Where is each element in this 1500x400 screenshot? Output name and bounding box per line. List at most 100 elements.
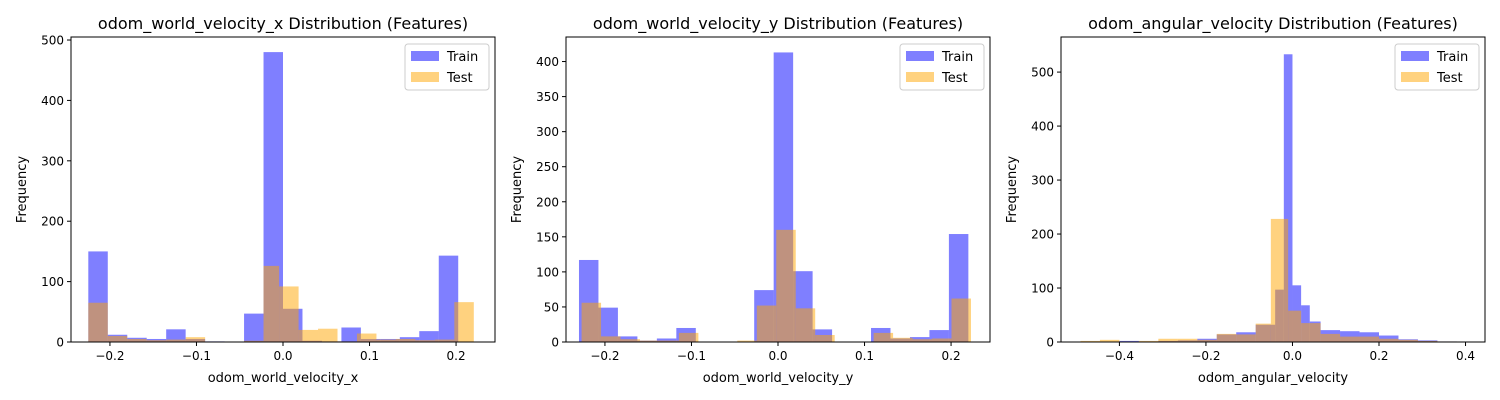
axes-frame [1060,36,1486,343]
histogram-bar [166,329,186,342]
histogram-bar [620,339,640,342]
histogram-bar [434,339,455,342]
histogram-bar [107,335,128,342]
x-axis-label: odom_world_velocity_x [208,371,359,386]
x-axis-label: odom_world_velocity_y [703,371,854,386]
legend-label-train: Train [941,50,973,65]
x-tick-label: 0.1 [855,349,874,363]
histogram-bar [415,340,435,342]
x-tick-label: 0.0 [273,349,292,363]
y-tick-label: 250 [536,160,559,174]
y-tick-label: 400 [41,94,64,108]
histogram-bar [419,331,439,342]
histogram-bar [356,333,377,342]
histogram-bar [932,338,952,342]
y-axis-label: Frequency [1005,156,1020,223]
histogram-bar [1158,338,1178,342]
histogram-bar [88,302,108,342]
chart-title: odom_world_velocity_y Distribution (Feat… [593,14,963,34]
histogram-bar [1379,338,1399,342]
y-tick-label: 200 [41,215,64,229]
chart-title: odom_angular_velocity Distribution (Feat… [1088,14,1458,34]
legend-swatch-test [906,72,934,82]
histogram-bar [1255,323,1271,342]
y-tick-label: 300 [1031,174,1054,188]
histogram-bar [1099,339,1120,342]
series-test [88,265,474,342]
histogram-bar [1080,340,1100,342]
histogram-bar [1301,323,1321,342]
legend-swatch-train [411,51,439,61]
y-tick-label: 500 [41,34,64,48]
y-tick-label: 500 [1031,66,1054,80]
histogram-bar [737,340,757,342]
x-tick-label: −0.2 [590,349,619,363]
y-axis-label: Frequency [15,156,30,223]
legend: Train Test [404,43,490,91]
y-axis-label: Frequency [510,156,525,223]
legend-swatch-test [411,72,439,82]
legend-label-test: Test [1436,71,1463,86]
y-tick-label: 300 [536,125,559,139]
chart-panel-1: −0.2 −0.1 0.0 0.1 0.2 0 100 200 300 400 500 odom_wo… [15,14,496,386]
x-axis-label: odom_angular_velocity [1198,371,1349,386]
histogram-bar [1270,218,1289,342]
histogram-bar [581,302,602,342]
histogram-bar [298,329,319,342]
histogram-bar [659,340,679,342]
y-tick-label: 50 [544,300,559,314]
histogram-bar [617,336,638,342]
y-tick-label: 0 [551,336,559,350]
histogram-bar [1288,310,1302,342]
histogram-bar [776,229,796,342]
histogram-bar [756,305,777,342]
y-tick-label: 0 [56,336,64,350]
histogram-bar [127,338,147,342]
histogram-bar [639,340,660,342]
histogram-bar [244,340,264,342]
histogram-bar [279,286,299,342]
histogram-bar [1320,333,1341,342]
legend: Train Test [1394,43,1480,91]
histogram-bar [318,328,338,342]
legend-label-train: Train [1436,50,1468,65]
histogram-bar [795,308,816,342]
histogram-bar [341,327,361,342]
histogram-bar [815,334,835,342]
y-tick-label: 0 [1046,336,1054,350]
histogram-bar [146,340,167,342]
y-tick-label: 150 [536,230,559,244]
chart-title: odom_world_velocity_x Distribution (Feat… [98,14,468,34]
series-test [1080,218,1457,342]
legend-swatch-train [1401,51,1429,61]
x-tick-label: −0.2 [95,349,124,363]
histogram-bar [929,330,949,342]
histogram-bar [1236,334,1256,342]
legend: Train Test [899,43,985,91]
x-tick-label: −0.4 [1105,349,1134,363]
x-tick-label: 0.2 [1369,349,1388,363]
histogram-bar [166,339,186,342]
legend-label-train: Train [446,50,478,65]
legend-swatch-train [906,51,934,61]
histogram-bar [1359,336,1379,342]
chart-panel-3: −0.4 −0.2 0.0 0.2 0.4 0 100 200 300 400 500 odom_an… [1005,14,1486,386]
histogram-bar [1197,339,1217,342]
x-tick-label: 0.4 [1456,349,1475,363]
histogram-bar [454,302,474,342]
x-tick-label: −0.2 [1191,349,1220,363]
series-test [581,229,971,342]
histogram-bar [912,339,933,342]
y-tick-label: 100 [1031,282,1054,296]
x-tick-label: 0.0 [768,349,787,363]
chart-panel-2: −0.2 −0.1 0.0 0.1 0.2 0 50 100 150 200 250 300 350 40… [510,14,991,386]
histogram-bar [1398,339,1418,342]
y-tick-label: 400 [1031,120,1054,134]
x-tick-label: 0.1 [360,349,379,363]
histogram-bar [395,338,416,342]
histogram-bar [1138,340,1159,342]
histogram-bar [1417,340,1438,342]
y-tick-label: 100 [536,265,559,279]
histogram-bar [1177,338,1198,342]
